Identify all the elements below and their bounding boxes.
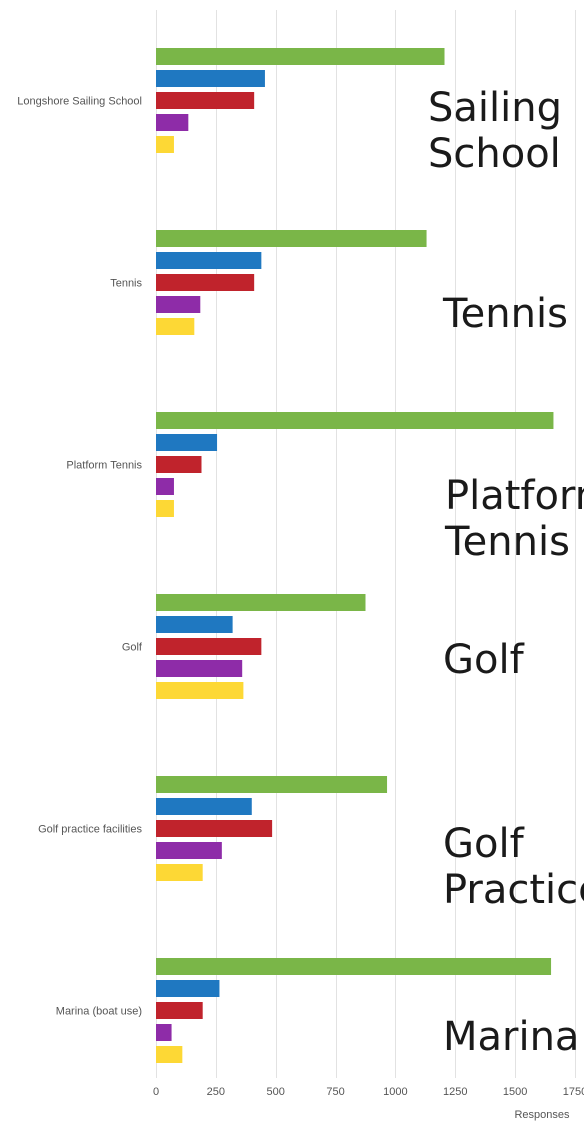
- x-axis-title: Responses: [514, 1109, 570, 1121]
- category-labels: Longshore Sailing School Tennis Platform T…: [17, 96, 143, 1018]
- bar: [156, 70, 265, 87]
- category-label: Tennis: [110, 278, 142, 290]
- category-label: Marina (boat use): [56, 1006, 142, 1018]
- x-tick-label: 1500: [503, 1086, 527, 1098]
- bar: [156, 842, 222, 859]
- bar: [156, 1002, 203, 1019]
- overlay-label-line: Golf: [443, 821, 525, 867]
- overlay-labels: SailingSchoolTennisPlatformTennisGolfGol…: [428, 85, 584, 1060]
- bar: [156, 318, 195, 335]
- overlay-label-line: Sailing: [428, 85, 562, 131]
- overlay-label: Marina: [443, 1014, 579, 1060]
- gridlines: [156, 10, 576, 1078]
- bar: [156, 114, 189, 131]
- bar: [156, 616, 233, 633]
- bars: [156, 48, 554, 1063]
- bar: [156, 478, 174, 495]
- bar: [156, 1024, 172, 1041]
- overlay-label-line: Tennis: [442, 291, 568, 337]
- bar: [156, 820, 273, 837]
- x-tick-label: 1750: [563, 1086, 584, 1098]
- category-label: Golf practice facilities: [38, 824, 142, 836]
- bar: [156, 296, 201, 313]
- bar: [156, 434, 218, 451]
- overlay-label: Golf: [443, 637, 525, 683]
- overlay-label-line: Platform: [445, 473, 584, 519]
- x-tick-label: 0: [153, 1086, 159, 1098]
- overlay-label-line: Marina: [443, 1014, 579, 1060]
- category-label: Golf: [122, 642, 143, 654]
- overlay-label-line: School: [428, 131, 561, 177]
- overlay-label-line: Tennis: [444, 519, 570, 565]
- bar: [156, 48, 445, 65]
- overlay-label: Sailing School: [428, 85, 562, 177]
- x-tick-label: 250: [207, 1086, 225, 1098]
- x-tick-label: 500: [267, 1086, 285, 1098]
- category-label: Longshore Sailing School: [17, 96, 142, 108]
- overlay-label: Tennis: [442, 291, 568, 337]
- bar: [156, 500, 174, 517]
- bar: [156, 682, 244, 699]
- bar: [156, 1046, 183, 1063]
- bar: [156, 136, 174, 153]
- bar: [156, 980, 220, 997]
- bar: [156, 776, 388, 793]
- bar: [156, 230, 427, 247]
- bar: [156, 798, 252, 815]
- bar: [156, 412, 554, 429]
- x-tick-label: 1000: [383, 1086, 407, 1098]
- x-tick-labels: 0 250 500 750 1000 1250 1500 1750: [153, 1086, 584, 1098]
- bar: [156, 594, 366, 611]
- bar: [156, 638, 262, 655]
- overlay-label-line: Golf: [443, 637, 525, 683]
- bar: [156, 252, 262, 269]
- x-tick-label: 1250: [443, 1086, 467, 1098]
- bar: [156, 456, 202, 473]
- category-label: Platform Tennis: [66, 460, 142, 472]
- x-tick-label: 750: [326, 1086, 344, 1098]
- bar: [156, 660, 243, 677]
- bar: [156, 958, 552, 975]
- bar: [156, 864, 203, 881]
- overlay-label-line: Practice: [443, 867, 584, 913]
- bar: [156, 92, 255, 109]
- bar: [156, 274, 255, 291]
- overlay-label: GolfPractice: [443, 821, 584, 913]
